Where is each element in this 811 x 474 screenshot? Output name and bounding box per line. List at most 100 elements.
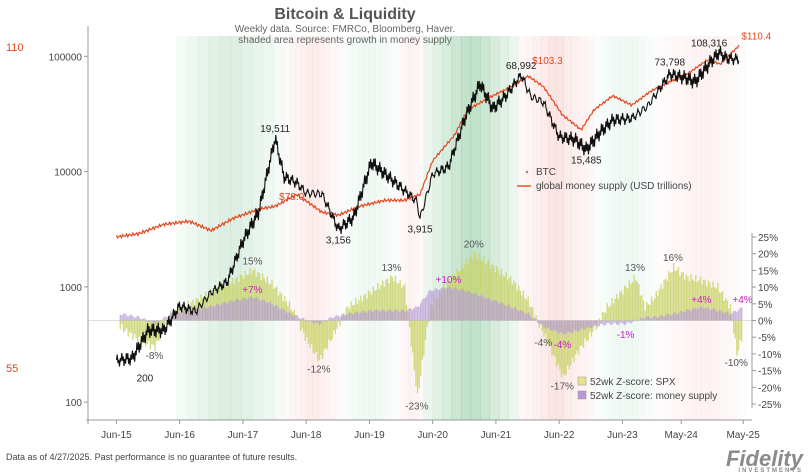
ms-bar-288	[574, 320, 577, 331]
ms-bar-133	[329, 316, 332, 321]
spx-bar-158	[369, 292, 371, 321]
spx-bar-292	[581, 320, 583, 346]
ms-bar-350	[672, 312, 675, 321]
spx-bar-98	[274, 287, 276, 321]
annotation-15: 16%	[663, 253, 683, 264]
ms-bar-337	[652, 316, 654, 321]
spx-bar-358	[685, 274, 687, 321]
shade-band-3-3	[405, 36, 409, 420]
ms-bar-381	[721, 312, 724, 321]
ms-bar-126	[318, 320, 321, 326]
spx-bar-144	[347, 306, 349, 321]
ms-bar-12	[138, 316, 140, 321]
shade-band-2-8	[386, 36, 392, 420]
spx-bar-341	[658, 289, 661, 321]
spx-bar-351	[674, 270, 676, 321]
ms-bar-370	[704, 308, 706, 321]
shade-band-1-7	[323, 36, 331, 420]
spx-bar-328	[638, 284, 640, 321]
spx-bar-223	[472, 259, 474, 321]
spx-bar-225	[475, 254, 477, 321]
spx-bar-361	[690, 274, 692, 321]
ms-bar-94	[268, 302, 270, 321]
ms-bar-171	[389, 309, 392, 321]
ms-bar-99	[276, 304, 278, 321]
ms-bar-330	[641, 317, 643, 321]
ms-bar-93	[266, 303, 269, 321]
ms-bar-190	[420, 303, 422, 321]
left-tick-label-0: 100	[65, 398, 82, 409]
spx-bar-251	[516, 290, 518, 321]
shade-band-4-7	[489, 36, 500, 420]
ms-bar-146	[350, 313, 352, 321]
ms-bar-277	[557, 320, 559, 334]
spx-bar-349	[671, 272, 673, 321]
spx-bar-237	[494, 272, 496, 321]
chart-title: Bitcoin & Liquidity	[274, 6, 415, 23]
spx-bar-118	[306, 320, 308, 338]
shade-band-2-4	[363, 36, 370, 420]
spx-bar-312	[612, 303, 615, 321]
spx-bar-345	[665, 278, 667, 321]
spx-bar-319	[623, 285, 626, 321]
ms-bar-125	[317, 320, 319, 324]
shade-band-1-4	[306, 36, 313, 420]
ms-bar-303	[598, 320, 601, 326]
ms-bar-356	[682, 312, 684, 321]
annotation-2: 3,915	[407, 225, 432, 236]
spx-bar-224	[473, 250, 476, 321]
ms-bar-105	[285, 312, 287, 321]
right-tick-label-3: -10%	[758, 350, 781, 361]
ms-bar-380	[720, 310, 722, 321]
shade-band-5-3	[540, 36, 549, 420]
spx-bar-2	[122, 320, 125, 333]
spx-bar-325	[633, 274, 635, 321]
spx-bar-22	[154, 320, 156, 352]
spx-bar-115	[301, 320, 303, 329]
ms-bar-20	[151, 320, 153, 322]
spx-bar-310	[609, 305, 612, 321]
ms-bar-3	[124, 313, 126, 321]
ms-bar-1	[121, 315, 123, 321]
spx-bar-82	[249, 268, 251, 321]
ms-bar-208	[448, 285, 450, 321]
ms-bar-173	[393, 311, 395, 321]
shade-band-6-4	[619, 36, 627, 420]
spx-bar-101	[279, 291, 281, 321]
ms-bar-75	[238, 299, 240, 321]
ms-bar-213	[456, 288, 458, 321]
ms-bar-55	[206, 308, 208, 321]
ms-bar-22	[154, 320, 156, 325]
shade-band-1-6	[318, 36, 325, 420]
ms-bar-8	[132, 316, 134, 321]
ms-bar-324	[631, 320, 634, 322]
ms-bar-283	[567, 320, 569, 332]
ms-bar-325	[633, 319, 635, 321]
ms-bar-311	[611, 320, 613, 325]
ms-bar-155	[364, 312, 367, 321]
ms-bar-197	[431, 291, 433, 321]
shade-band-6-1	[600, 36, 607, 420]
spx-bar-393	[740, 320, 743, 343]
shade-band-7-6	[710, 36, 720, 420]
spx-bar-174	[394, 275, 397, 321]
ms-bar-47	[193, 310, 196, 321]
spx-bar-362	[691, 279, 694, 321]
annotation-27: +4%	[732, 295, 752, 306]
spx-bar-60	[214, 288, 216, 321]
shade-band-7-3	[683, 36, 694, 420]
spx-bar-188	[416, 320, 419, 394]
ms-bar-343	[661, 315, 664, 321]
spx-bar-137	[336, 320, 338, 329]
ms-bar-334	[647, 316, 650, 321]
ms-bar-139	[339, 316, 341, 321]
spx-bar-176	[397, 283, 400, 321]
ms-bar-255	[522, 311, 525, 321]
spx-bar-170	[388, 283, 390, 321]
ms-bar-192	[423, 298, 425, 321]
ms-bar-216	[461, 288, 463, 321]
ms-bar-359	[687, 308, 689, 321]
legend-top-label-0: BTC	[536, 167, 556, 178]
ms-bar-321	[627, 320, 629, 322]
ms-bar-138	[337, 316, 340, 321]
